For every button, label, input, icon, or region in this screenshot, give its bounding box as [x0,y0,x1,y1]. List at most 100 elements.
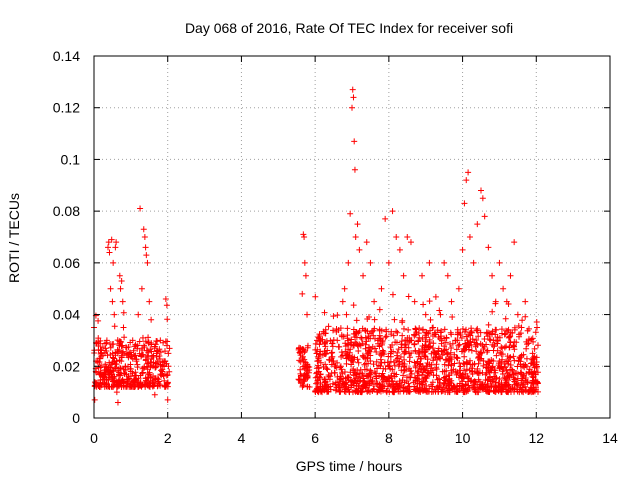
data-point [505,300,512,307]
data-point [456,360,463,367]
data-point [143,378,150,385]
data-point [107,344,114,351]
data-point [357,377,364,384]
x-tick-label: 4 [238,430,246,446]
data-point [400,384,407,391]
data-point [321,376,328,383]
data-point [148,316,155,323]
data-point [448,370,455,377]
data-point [389,377,396,384]
data-point [457,363,464,370]
data-point [165,350,172,357]
data-point [443,367,450,374]
data-point [513,339,520,346]
data-point [491,367,498,374]
data-point [422,374,429,381]
data-point [498,344,505,351]
data-point [345,386,352,393]
data-point [496,358,503,365]
data-point [430,354,437,361]
data-point [530,338,537,345]
data-point [528,359,535,366]
data-point [402,341,409,348]
data-point [426,338,433,345]
data-point [456,341,463,348]
data-point [353,334,360,341]
data-point [511,324,518,331]
data-point [161,383,168,390]
data-point [444,350,451,357]
data-point [461,347,468,354]
data-point [411,340,418,347]
data-point [468,365,475,372]
data-point [364,373,371,380]
data-point [355,383,362,390]
data-point [348,336,355,343]
data-point [344,325,351,332]
data-point [457,370,464,377]
data-point [393,328,400,335]
data-point [426,298,433,305]
data-point [475,360,482,367]
data-point [302,272,309,279]
data-point [350,358,357,365]
data-point [393,380,400,387]
data-point [123,344,130,351]
data-point [394,349,401,356]
data-point [338,366,345,373]
data-point [406,374,413,381]
data-point [367,358,374,365]
data-point [464,339,471,346]
data-point [522,374,529,381]
data-point [315,355,322,362]
data-point [383,388,390,395]
data-point [473,348,480,355]
data-point [148,341,155,348]
data-point [323,365,330,372]
data-point [102,361,109,368]
data-point [448,362,455,369]
data-point [103,381,110,388]
data-point [463,177,470,184]
data-point [412,377,419,384]
data-point [476,351,483,358]
data-point [105,244,112,251]
data-point [327,373,334,380]
data-point [137,372,144,379]
data-point [349,104,355,111]
data-point [514,363,521,370]
data-point [506,372,513,379]
grid [94,56,610,418]
data-point [348,381,355,388]
data-point [105,239,112,246]
data-point [367,259,374,266]
data-point [506,344,513,351]
data-point [512,376,519,383]
data-point [375,362,382,369]
data-point [485,359,492,366]
data-point [487,337,494,344]
data-point [127,365,134,372]
data-point [371,369,378,376]
data-point [369,387,376,394]
data-point [388,372,395,379]
data-point [416,334,423,341]
data-point [461,361,468,368]
data-point [146,369,153,376]
data-point [506,333,513,340]
data-point [144,259,151,266]
data-point [137,205,144,212]
data-point [424,356,431,363]
data-point [441,326,448,333]
data-point [101,374,108,381]
data-point [429,367,436,374]
data-point [525,340,532,347]
data-point [301,234,308,240]
data-point [408,337,415,344]
data-point [140,226,147,233]
data-point [468,347,475,354]
x-tick-label: 6 [311,430,319,446]
data-point [362,327,369,334]
data-point [507,329,514,336]
data-points [91,86,542,406]
